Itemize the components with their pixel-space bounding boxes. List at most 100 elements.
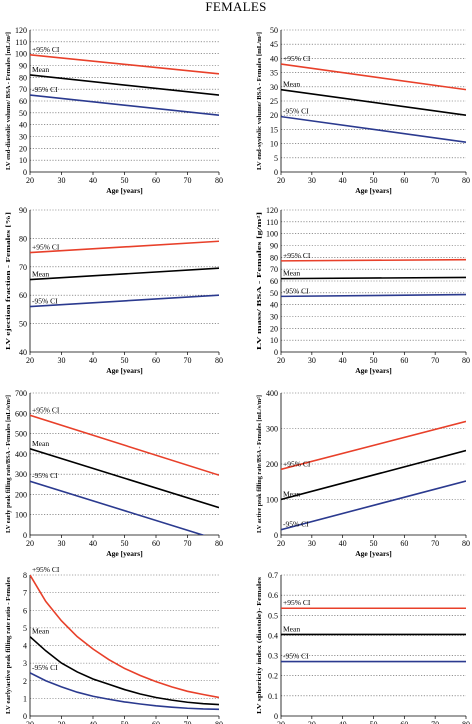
y-tick-label: 5 [23,624,27,633]
x-tick-label: 40 [339,720,347,724]
x-tick-label: 40 [339,356,347,365]
chart-panel-2: 0 5 10 15 20 25 30 35 40 45 50 20 30 40 50 60 70 80 Age [y… [256,26,470,195]
y-tick-label: 100 [266,230,278,239]
series-line-lower [30,672,219,711]
series-line-upper [30,414,219,476]
x-axis-label: Age [years] [106,186,142,195]
x-tick-label: 60 [400,356,408,365]
x-tick-label: 60 [152,720,160,724]
y-tick-label: 200 [15,490,27,499]
y-tick-label: 200 [266,460,278,469]
y-tick-label: 600 [15,409,27,418]
y-tick-label: 90 [270,242,278,251]
x-tick-label: 50 [370,176,378,185]
x-tick-label: 60 [400,176,408,185]
series-label-mean: Mean [283,490,300,499]
y-tick-label: 0.7 [268,571,278,580]
chart-panel-6: 0 100 200 300 400 20 30 40 50 60 70 80 Age [years] LV… [256,389,470,558]
y-tick-label: 0 [23,531,27,540]
x-tick-label: 20 [26,539,34,548]
series-line-upper [281,420,466,471]
y-tick-label: 20 [19,144,27,153]
y-tick-label: 0.1 [268,692,278,701]
y-tick-label: 0 [274,348,278,357]
x-tick-label: 20 [26,176,34,185]
y-tick-label: 10 [19,156,27,165]
series-line-mean [30,448,219,509]
y-tick-label: 100 [15,511,27,520]
y-tick-label: 40 [270,301,278,310]
x-tick-label: 30 [308,356,316,365]
y-tick-label: 4 [23,642,27,651]
y-tick-label: 15 [270,125,278,134]
x-tick-label: 30 [308,720,316,724]
y-tick-label: 40 [270,54,278,63]
y-tick-label: 1 [23,694,27,703]
x-axis-label: Age [years] [355,186,391,195]
x-tick-label: 20 [26,356,34,365]
x-tick-label: 30 [308,539,316,548]
series-label-upper: +95% CI [32,565,60,574]
x-tick-label: 40 [89,176,97,185]
y-tick-label: 6 [23,606,27,615]
x-tick-label: 50 [121,356,129,365]
y-tick-label: 50 [270,26,278,35]
y-tick-label: 70 [270,265,278,274]
y-tick-label: 30 [270,313,278,322]
y-tick-label: 60 [270,277,278,286]
y-tick-label: 40 [19,121,27,130]
y-tick-label: 120 [15,26,27,35]
x-tick-label: 20 [277,539,285,548]
series-line-lower [281,480,466,531]
series-label-lower: -95% CI [283,520,309,529]
x-tick-label: 70 [184,176,192,185]
y-tick-label: 0 [274,168,278,177]
y-tick-label: 0.3 [268,652,278,661]
y-tick-label: 2 [23,677,27,686]
series-label-upper: +95% CI [32,45,60,54]
y-tick-label: 110 [266,218,278,227]
series-label-lower: -95% CI [32,85,58,94]
series-label-upper: +95% CI [283,598,311,607]
y-axis-label: LV early/active peak filling rate ratio … [5,576,12,714]
x-tick-label: 30 [58,539,66,548]
series-line-mean [281,449,466,501]
x-tick-label: 60 [400,720,408,724]
x-tick-label: 80 [462,539,470,548]
y-tick-label: 100 [15,50,27,59]
x-tick-label: 20 [277,176,285,185]
y-tick-label: 80 [19,73,27,82]
x-tick-label: 60 [152,539,160,548]
series-line-mean [30,74,219,96]
y-tick-label: 50 [19,320,27,329]
series-label-lower: -95% CI [283,107,309,116]
y-tick-label: 8 [23,571,27,580]
series-line-lower [281,293,466,298]
series-line-upper [30,54,219,75]
y-tick-label: 10 [270,336,278,345]
series-label-mean: Mean [32,65,49,74]
y-tick-label: 400 [15,450,27,459]
series-line-mean [281,276,466,280]
x-tick-label: 80 [215,720,223,724]
x-tick-label: 40 [339,176,347,185]
y-tick-label: 700 [15,389,27,398]
y-tick-label: 90 [19,62,27,71]
series-line-mean [30,267,219,281]
series-label-mean: Mean [32,627,49,636]
y-tick-label: 400 [266,389,278,398]
chart-panel-5: 0 100 200 300 400 500 600 700 20 30 40 50 60 70 80 Age … [5,389,223,558]
x-tick-label: 40 [339,539,347,548]
x-tick-label: 60 [152,176,160,185]
series-label-lower: -95% CI [32,297,58,306]
y-tick-label: 300 [266,425,278,434]
series-label-upper: +95% CI [283,251,311,260]
page-title: FEMALES [205,0,267,14]
series-label-mean: Mean [283,624,300,633]
x-tick-label: 40 [89,720,97,724]
y-tick-label: 500 [15,430,27,439]
y-tick-label: 0.2 [268,672,278,681]
series-label-upper: +95% CI [32,243,60,252]
x-tick-label: 80 [215,539,223,548]
series-label-lower: -95% CI [32,471,58,480]
